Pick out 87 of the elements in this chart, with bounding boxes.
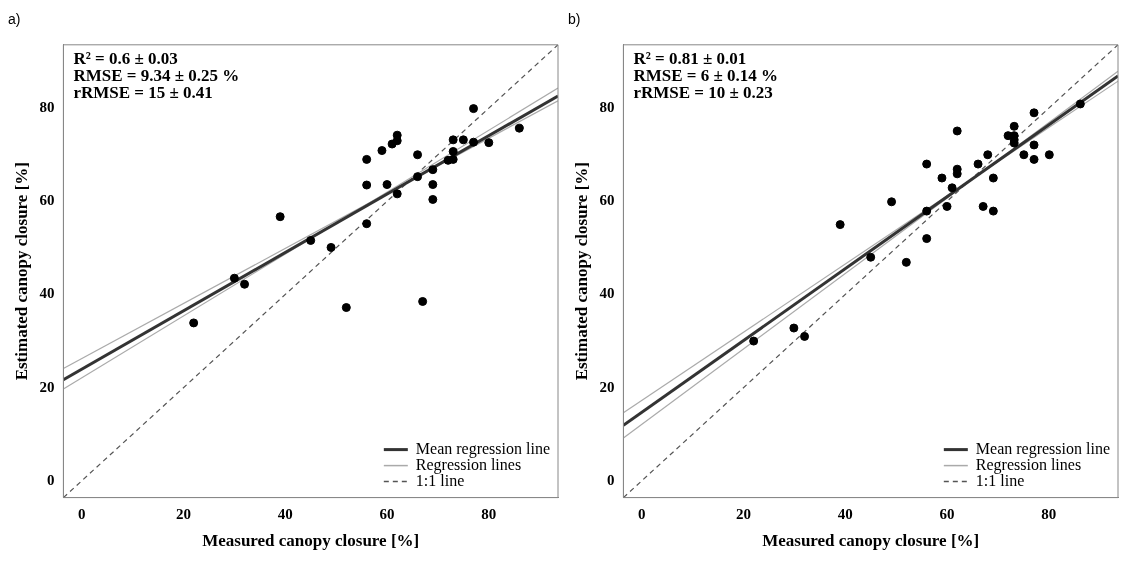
point bbox=[749, 336, 759, 346]
point bbox=[448, 135, 458, 145]
x-axis-title: Measured canopy closure [%] bbox=[762, 531, 980, 551]
point bbox=[484, 138, 494, 148]
x-tick-label: 80 bbox=[481, 506, 497, 523]
point bbox=[275, 212, 285, 222]
x-axis-title: Measured canopy closure [%] bbox=[202, 531, 420, 551]
y-tick-label: 20 bbox=[599, 378, 615, 395]
point bbox=[229, 273, 239, 283]
point bbox=[428, 165, 438, 175]
annotation: rRMSE = 15 ± 0.41 bbox=[73, 82, 213, 102]
point bbox=[469, 137, 479, 147]
x-tick-label: 20 bbox=[735, 506, 751, 523]
x-tick-label: 40 bbox=[277, 506, 293, 523]
point bbox=[952, 126, 962, 136]
annotation: rRMSE = 10 ± 0.23 bbox=[633, 82, 773, 102]
legend-label: Mean regression line bbox=[975, 439, 1111, 458]
point bbox=[341, 303, 351, 313]
point bbox=[789, 323, 799, 333]
x-tick-label: 60 bbox=[379, 506, 395, 523]
point bbox=[387, 139, 397, 149]
point bbox=[428, 194, 438, 204]
annotation: RMSE = 6 ± 0.14 % bbox=[633, 65, 779, 85]
annotation: R² = 0.6 ± 0.03 bbox=[73, 48, 178, 68]
y-tick-label: 80 bbox=[599, 99, 615, 116]
point bbox=[1019, 150, 1029, 160]
point bbox=[458, 135, 468, 145]
point bbox=[978, 201, 988, 211]
point bbox=[1029, 154, 1039, 164]
point bbox=[922, 234, 932, 244]
y-tick-label: 20 bbox=[39, 378, 55, 395]
x-tick-label: 0 bbox=[637, 506, 646, 523]
point bbox=[240, 279, 250, 289]
point bbox=[418, 296, 428, 306]
point bbox=[866, 252, 876, 262]
point bbox=[1009, 121, 1019, 131]
point bbox=[413, 172, 423, 182]
x-tick-label: 80 bbox=[1041, 506, 1057, 523]
annotation: RMSE = 9.34 ± 0.25 % bbox=[73, 65, 240, 85]
x-tick-label: 60 bbox=[939, 506, 955, 523]
point bbox=[947, 183, 957, 193]
point bbox=[901, 257, 911, 267]
point bbox=[887, 197, 897, 207]
point bbox=[362, 180, 372, 190]
y-tick-label: 40 bbox=[599, 285, 615, 302]
point bbox=[835, 220, 845, 230]
point bbox=[1029, 108, 1039, 118]
point bbox=[469, 104, 479, 114]
point bbox=[448, 146, 458, 156]
point bbox=[189, 318, 199, 328]
point bbox=[942, 201, 952, 211]
point bbox=[514, 123, 524, 133]
point bbox=[413, 150, 423, 160]
point bbox=[362, 154, 372, 164]
y-tick-label: 60 bbox=[599, 192, 615, 209]
point bbox=[326, 242, 336, 252]
point bbox=[1029, 140, 1039, 150]
x-tick-label: 40 bbox=[837, 506, 853, 523]
point bbox=[306, 235, 316, 245]
point bbox=[1075, 99, 1085, 109]
y-axis-title: Estimated canopy closure [%] bbox=[11, 162, 31, 381]
chart-title: b) bbox=[568, 11, 581, 28]
point bbox=[922, 206, 932, 216]
x-tick-label: 0 bbox=[77, 506, 86, 523]
point bbox=[362, 219, 372, 229]
point bbox=[392, 189, 402, 199]
x-tick-label: 20 bbox=[175, 506, 191, 523]
point bbox=[1044, 150, 1054, 160]
point bbox=[983, 150, 993, 160]
point bbox=[988, 173, 998, 183]
annotation: R² = 0.81 ± 0.01 bbox=[633, 48, 747, 68]
point bbox=[988, 206, 998, 216]
legend-label: Mean regression line bbox=[415, 439, 551, 458]
point bbox=[377, 146, 387, 156]
y-tick-label: 0 bbox=[46, 471, 55, 488]
point bbox=[973, 159, 983, 169]
point bbox=[937, 173, 947, 183]
point bbox=[382, 180, 392, 190]
y-tick-label: 80 bbox=[39, 99, 55, 116]
chart-title: a) bbox=[8, 11, 21, 28]
point bbox=[800, 331, 810, 341]
y-tick-label: 40 bbox=[39, 285, 55, 302]
y-axis-title: Estimated canopy closure [%] bbox=[571, 162, 591, 381]
y-tick-label: 60 bbox=[39, 192, 55, 209]
point bbox=[922, 159, 932, 169]
point bbox=[428, 180, 438, 190]
y-tick-label: 0 bbox=[606, 471, 615, 488]
